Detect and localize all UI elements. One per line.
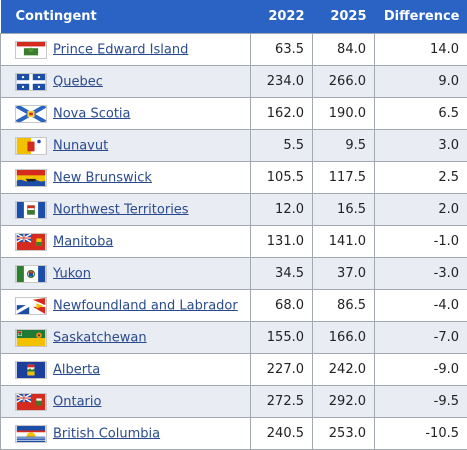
value-2022-cell: 234.0 [251, 66, 313, 98]
contingent-cell: Yukon [1, 258, 251, 290]
nwt-flag-icon [15, 201, 47, 219]
value-2025-cell: 292.0 [313, 386, 375, 418]
contingent-link[interactable]: Alberta [53, 362, 100, 377]
nunavut-flag-icon [15, 137, 47, 155]
header-2022[interactable]: 2022 [251, 0, 313, 34]
difference-cell: -4.0 [375, 290, 467, 322]
contingent-cell: Alberta [1, 354, 251, 386]
contingent-link[interactable]: Yukon [53, 266, 91, 281]
value-2022-cell: 227.0 [251, 354, 313, 386]
value-2022-cell: 34.5 [251, 258, 313, 290]
contingent-link[interactable]: Northwest Territories [53, 202, 189, 217]
value-2022-cell: 105.5 [251, 162, 313, 194]
contingent-cell: Nova Scotia [1, 98, 251, 130]
manitoba-flag-icon [15, 233, 47, 251]
value-2022-cell: 155.0 [251, 322, 313, 354]
value-2025-cell: 253.0 [313, 418, 375, 450]
value-2025-cell: 117.5 [313, 162, 375, 194]
contingent-link[interactable]: Nova Scotia [53, 106, 131, 121]
nova-scotia-flag-icon [15, 105, 47, 123]
difference-cell: 9.0 [375, 66, 467, 98]
newfoundland-flag-icon [15, 297, 47, 315]
new-brunswick-flag-icon [15, 169, 47, 187]
contingent-cell: Quebec [1, 66, 251, 98]
contingent-link[interactable]: Manitoba [53, 234, 113, 249]
contingent-cell: Newfoundland and Labrador [1, 290, 251, 322]
contingent-link[interactable]: Ontario [53, 394, 101, 409]
yukon-flag-icon [15, 265, 47, 283]
bc-flag-icon [15, 425, 47, 443]
difference-cell: 3.0 [375, 130, 467, 162]
header-row: Contingent 2022 2025 Difference [1, 0, 467, 34]
difference-cell: 2.0 [375, 194, 467, 226]
value-2025-cell: 37.0 [313, 258, 375, 290]
value-2025-cell: 86.5 [313, 290, 375, 322]
difference-cell: -9.5 [375, 386, 467, 418]
value-2025-cell: 166.0 [313, 322, 375, 354]
ontario-flag-icon [15, 393, 47, 411]
header-2025[interactable]: 2025 [313, 0, 375, 34]
value-2022-cell: 68.0 [251, 290, 313, 322]
value-2025-cell: 9.5 [313, 130, 375, 162]
value-2022-cell: 131.0 [251, 226, 313, 258]
contingent-cell: Prince Edward Island [1, 34, 251, 66]
contingent-link[interactable]: Saskatchewan [53, 330, 147, 345]
saskatchewan-flag-icon [15, 329, 47, 347]
value-2025-cell: 242.0 [313, 354, 375, 386]
quebec-flag-icon [15, 73, 47, 91]
contingent-cell: British Columbia [1, 418, 251, 450]
value-2025-cell: 141.0 [313, 226, 375, 258]
value-2022-cell: 162.0 [251, 98, 313, 130]
contingent-cell: Northwest Territories [1, 194, 251, 226]
difference-cell: -9.0 [375, 354, 467, 386]
difference-cell: 2.5 [375, 162, 467, 194]
contingent-cell: Saskatchewan [1, 322, 251, 354]
value-2022-cell: 5.5 [251, 130, 313, 162]
header-difference[interactable]: Difference [375, 0, 467, 34]
value-2025-cell: 16.5 [313, 194, 375, 226]
value-2022-cell: 63.5 [251, 34, 313, 66]
contingent-link[interactable]: New Brunswick [53, 170, 152, 185]
value-2025-cell: 84.0 [313, 34, 375, 66]
contingent-cell: Nunavut [1, 130, 251, 162]
difference-cell: -7.0 [375, 322, 467, 354]
difference-cell: -3.0 [375, 258, 467, 290]
contingent-link[interactable]: Quebec [53, 74, 103, 89]
value-2022-cell: 12.0 [251, 194, 313, 226]
header-contingent[interactable]: Contingent [1, 0, 251, 34]
value-2022-cell: 272.5 [251, 386, 313, 418]
difference-cell: -10.5 [375, 418, 467, 450]
value-2025-cell: 190.0 [313, 98, 375, 130]
contingent-link[interactable]: Nunavut [53, 138, 108, 153]
alberta-flag-icon [15, 361, 47, 379]
difference-cell: 14.0 [375, 34, 467, 66]
value-2025-cell: 266.0 [313, 66, 375, 98]
contingent-link[interactable]: Prince Edward Island [53, 42, 188, 57]
pei-flag-icon [15, 41, 47, 59]
contingent-cell: New Brunswick [1, 162, 251, 194]
contingent-link[interactable]: Newfoundland and Labrador [53, 298, 238, 313]
contingent-link[interactable]: British Columbia [53, 426, 160, 441]
difference-cell: -1.0 [375, 226, 467, 258]
contingent-cell: Ontario [1, 386, 251, 418]
value-2022-cell: 240.5 [251, 418, 313, 450]
contingent-cell: Manitoba [1, 226, 251, 258]
difference-cell: 6.5 [375, 98, 467, 130]
